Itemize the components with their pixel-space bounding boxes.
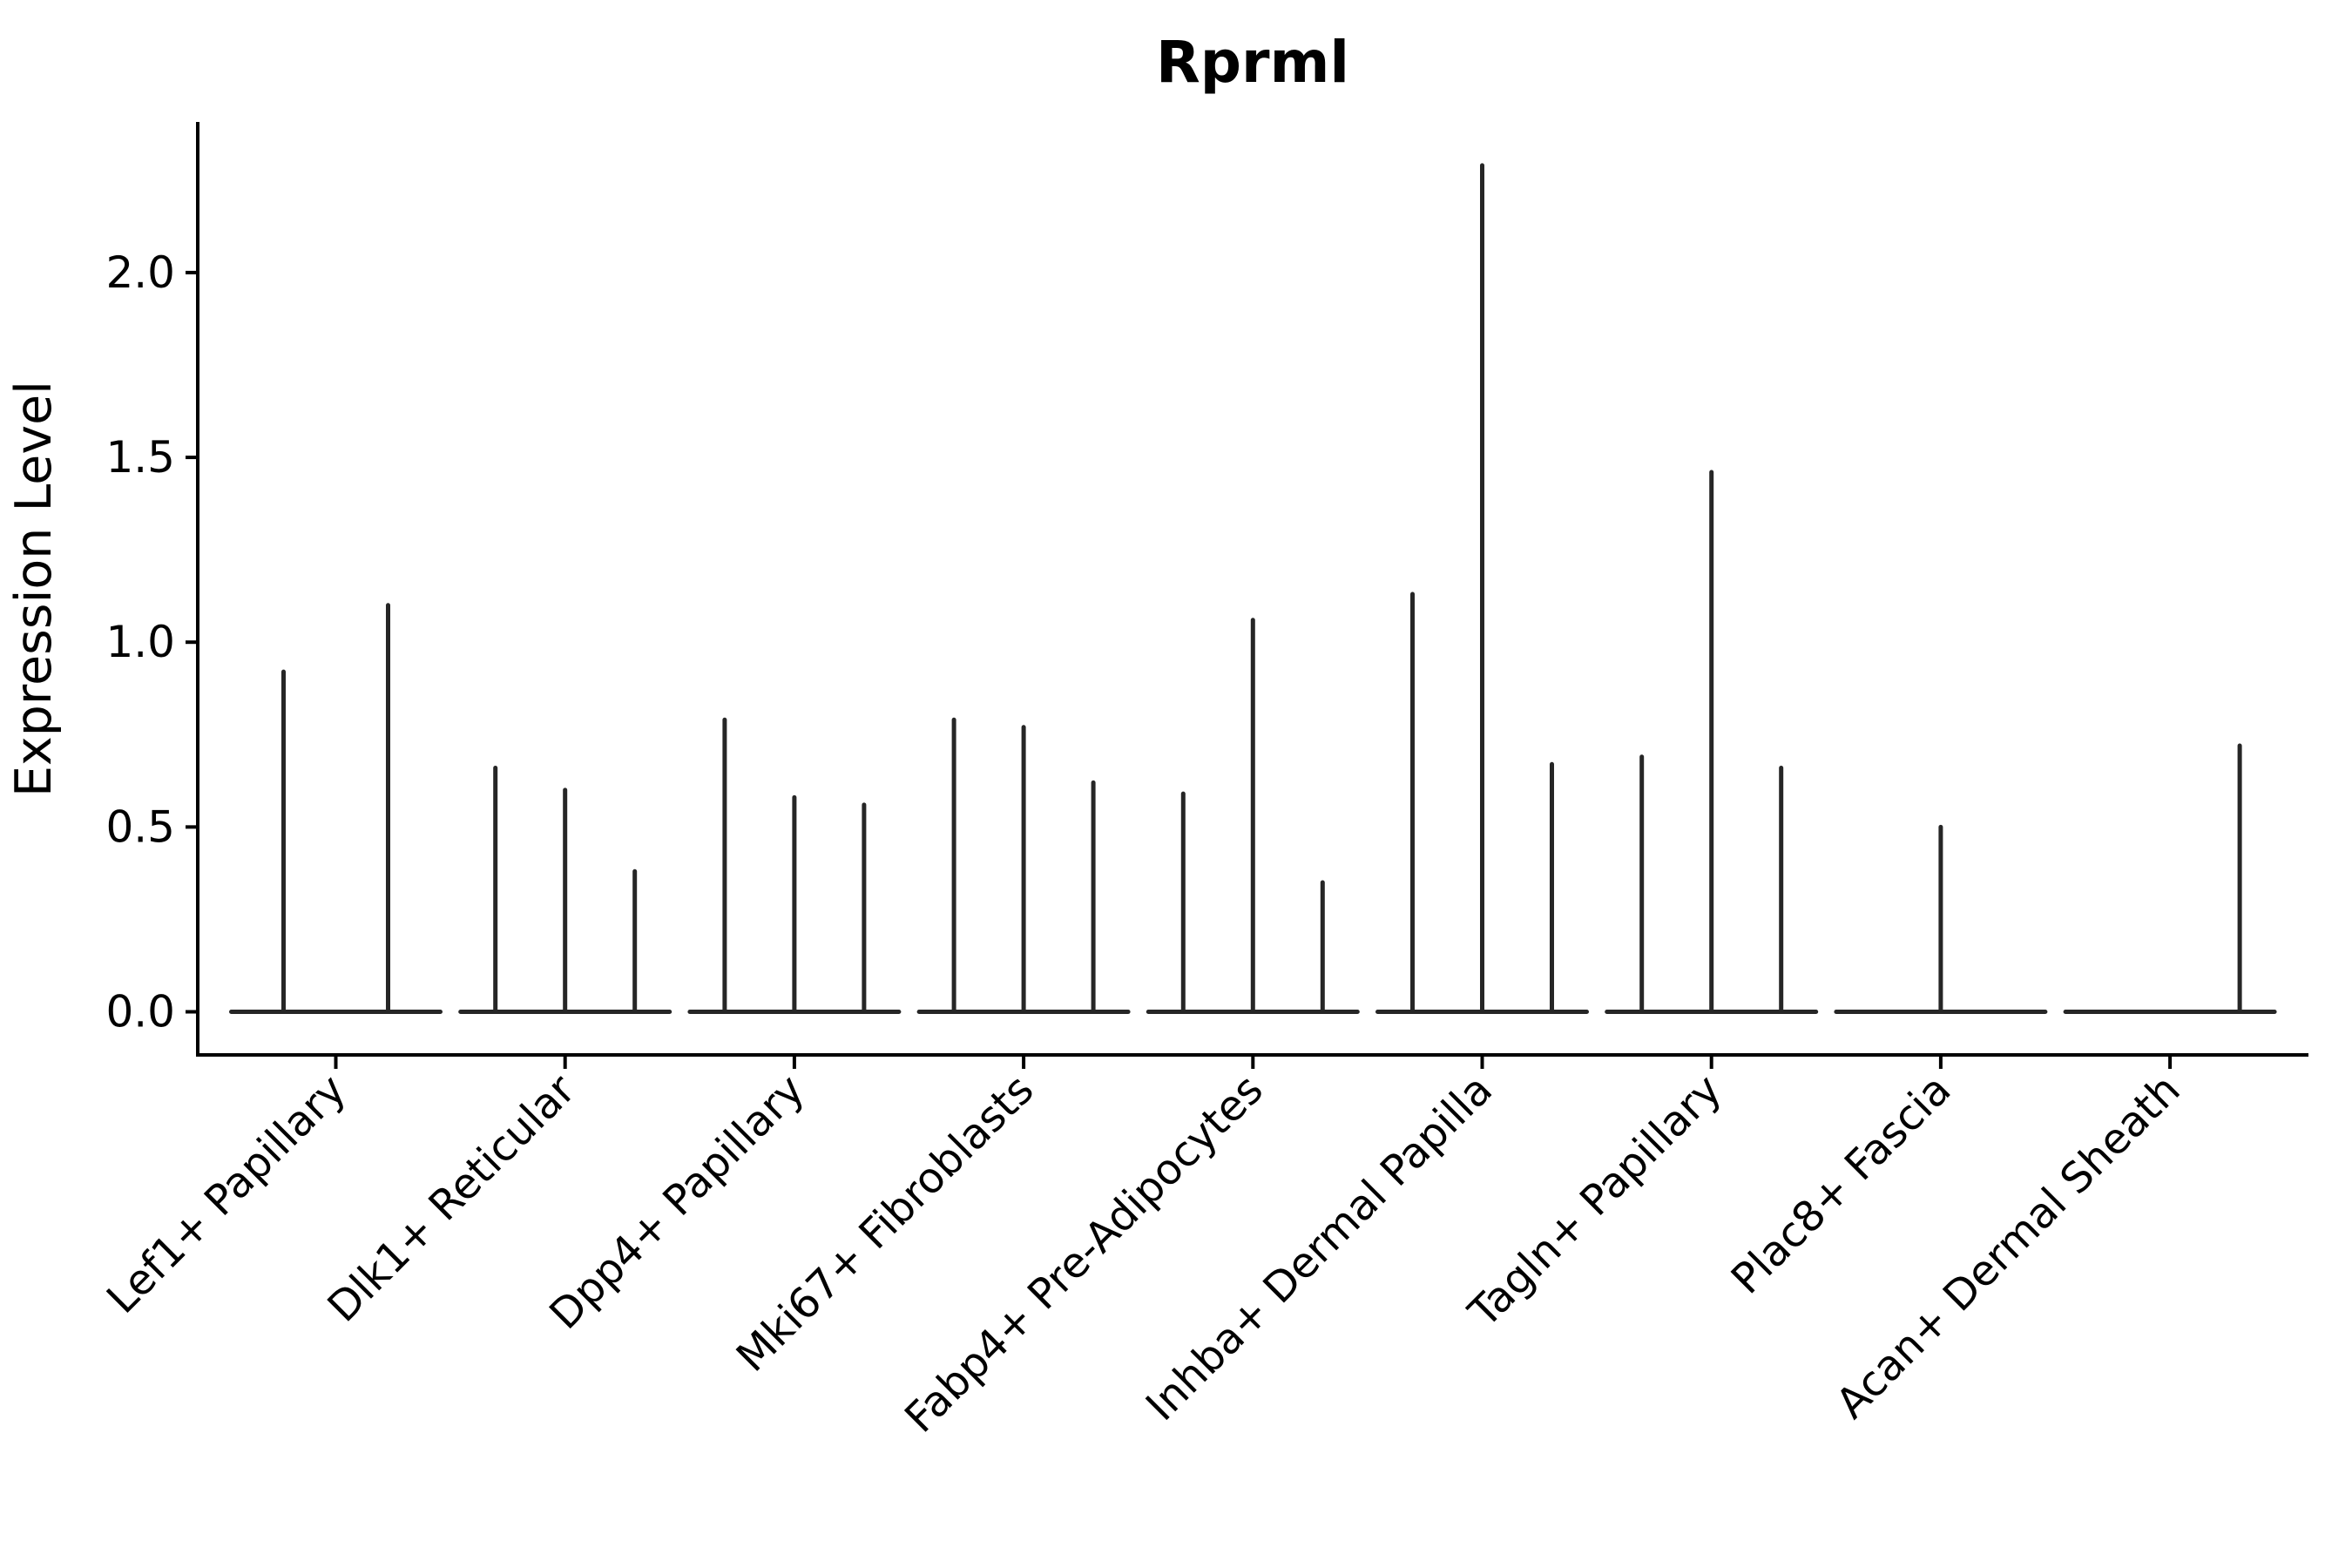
x-tick-label: Tagln+ Papillary [1459,1065,1731,1337]
y-axis-label: Expression Level [5,381,63,797]
y-tick-label: 0.0 [105,987,175,1037]
x-tick-label: Dlk1+ Reticular [319,1065,585,1332]
axes-layer [186,122,2308,1069]
x-tick-label: Lef1+ Papillary [98,1065,355,1323]
violin-layer [229,163,2277,1014]
chart-title: Rprml [1156,29,1349,96]
x-tick-label: Dpp4+ Papillary [540,1065,814,1339]
y-tick-label: 2.0 [105,247,175,298]
y-tick-label: 1.0 [105,617,175,667]
y-tick-label: 1.5 [105,432,175,483]
y-tick-label: 0.5 [105,801,175,852]
x-tick-label: Plac8+ Fascia [1722,1065,1961,1304]
